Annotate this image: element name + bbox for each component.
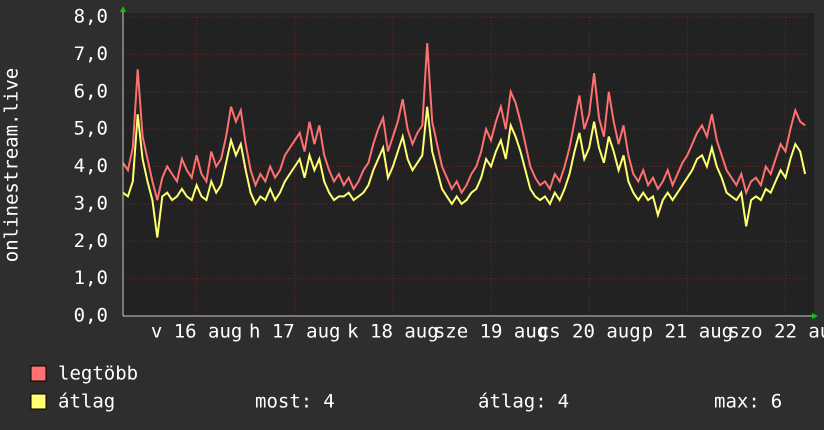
stat-label: átlag:: [478, 391, 547, 413]
y-tick-label: 3,0: [74, 192, 108, 214]
y-tick-label: 1,0: [74, 267, 108, 289]
y-tick-label: 0,0: [74, 305, 108, 327]
legend-label: átlag: [58, 391, 115, 413]
legend-swatch: [30, 393, 47, 410]
y-axis-label: onlinestream.live: [1, 68, 23, 262]
x-tick-label: cs 20 aug: [538, 321, 641, 343]
legend-swatch: [30, 365, 47, 382]
y-tick-label: 8,0: [74, 6, 108, 28]
x-tick-label: h 17 aug: [249, 321, 341, 343]
stat-value: 4: [558, 391, 569, 413]
plot-area: [123, 13, 814, 316]
y-arrow: [120, 6, 126, 12]
series-line: [122, 106, 807, 238]
x-tick-label: k 18 aug: [347, 321, 439, 343]
legend-label: legtöbb: [58, 363, 138, 385]
stat-value: 4: [323, 391, 334, 413]
x-tick-label: szo 22 aug: [728, 321, 824, 343]
x-tick-label: v 16 aug: [151, 321, 243, 343]
x-arrow: [812, 313, 818, 319]
x-tick-label: sze 19 aug: [434, 321, 548, 343]
y-tick-label: 7,0: [74, 43, 108, 65]
y-tick-label: 4,0: [74, 155, 108, 177]
series-line: [122, 43, 806, 201]
x-tick-label: p 21 aug: [642, 321, 734, 343]
lines: [122, 43, 807, 238]
y-tick-label: 2,0: [74, 230, 108, 252]
stat-value: 6: [771, 391, 782, 413]
stat-label: most:: [255, 391, 312, 413]
y-tick-label: 5,0: [74, 118, 108, 140]
labels: 0,0 1,0 2,0 3,0 4,0 5,0 6,0 7,0 8,0 v 16 aug h 17 …: [30, 6, 824, 413]
stat-label: max:: [714, 391, 760, 413]
y-tick-label: 6,0: [74, 80, 108, 102]
